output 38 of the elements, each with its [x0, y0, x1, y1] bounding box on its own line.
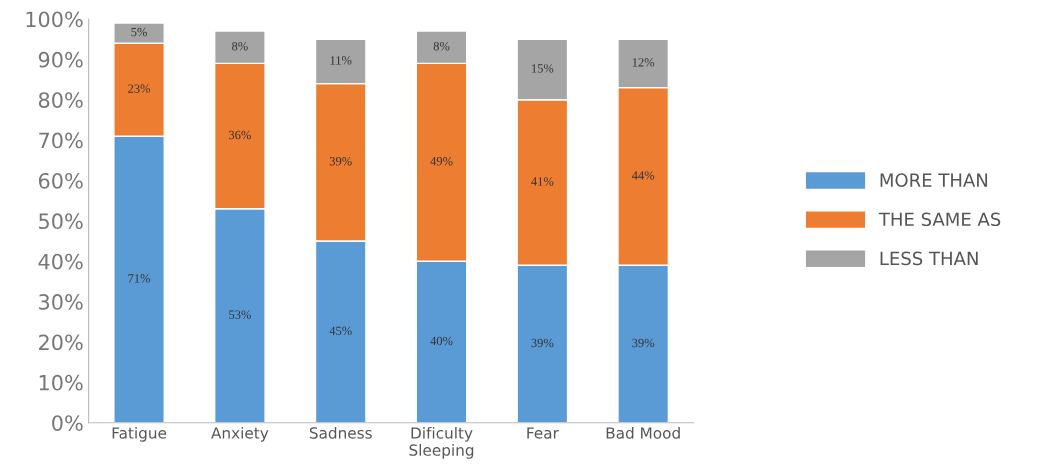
- data-label: 36%: [229, 130, 251, 140]
- y-tick-label: 20%: [39, 334, 83, 351]
- y-tick-label: 90%: [38, 51, 83, 68]
- x-tick-label: Anxiety: [211, 426, 269, 442]
- data-label: 40%: [430, 336, 453, 346]
- y-tick-label: 60%: [38, 172, 83, 189]
- y-tick-label: 100%: [26, 11, 83, 28]
- data-label: 39%: [531, 338, 554, 348]
- data-label: 53%: [229, 310, 251, 319]
- legend-label: THE SAME AS: [878, 212, 1001, 227]
- x-tick-label: Fear: [527, 427, 559, 439]
- data-label: 41%: [531, 177, 554, 186]
- data-label: 8%: [232, 41, 248, 51]
- data-label: 23%: [128, 84, 151, 93]
- data-label: 45%: [329, 326, 352, 336]
- data-label: 39%: [632, 338, 655, 348]
- x-tick-label: Sadness: [309, 426, 372, 439]
- legend-label: MORE THAN: [880, 173, 988, 187]
- data-label: 71%: [128, 274, 151, 283]
- data-label: 44%: [631, 171, 655, 180]
- data-label: 15%: [532, 64, 554, 73]
- y-tick-label: 80%: [38, 92, 83, 108]
- y-tick-label: 70%: [39, 132, 83, 149]
- y-tick-label: 30%: [39, 294, 83, 310]
- x-tick-label: Dificulty Sleeping: [409, 426, 474, 459]
- legend-label: LESS THAN: [880, 251, 978, 266]
- y-tick-label: 40%: [38, 253, 83, 270]
- data-label: 12%: [632, 58, 655, 67]
- data-label: 5%: [131, 27, 147, 37]
- data-label: 11%: [330, 56, 352, 65]
- data-label: 39%: [329, 157, 352, 166]
- y-tick-label: 0%: [52, 415, 83, 431]
- y-tick-label: 50%: [39, 213, 83, 230]
- y-tick-label: 10%: [39, 374, 83, 391]
- data-label: 49%: [430, 157, 453, 166]
- x-tick-label: Fatigue: [112, 426, 167, 442]
- x-tick-label: Bad Mood: [606, 426, 680, 439]
- data-label: 8%: [433, 41, 450, 51]
